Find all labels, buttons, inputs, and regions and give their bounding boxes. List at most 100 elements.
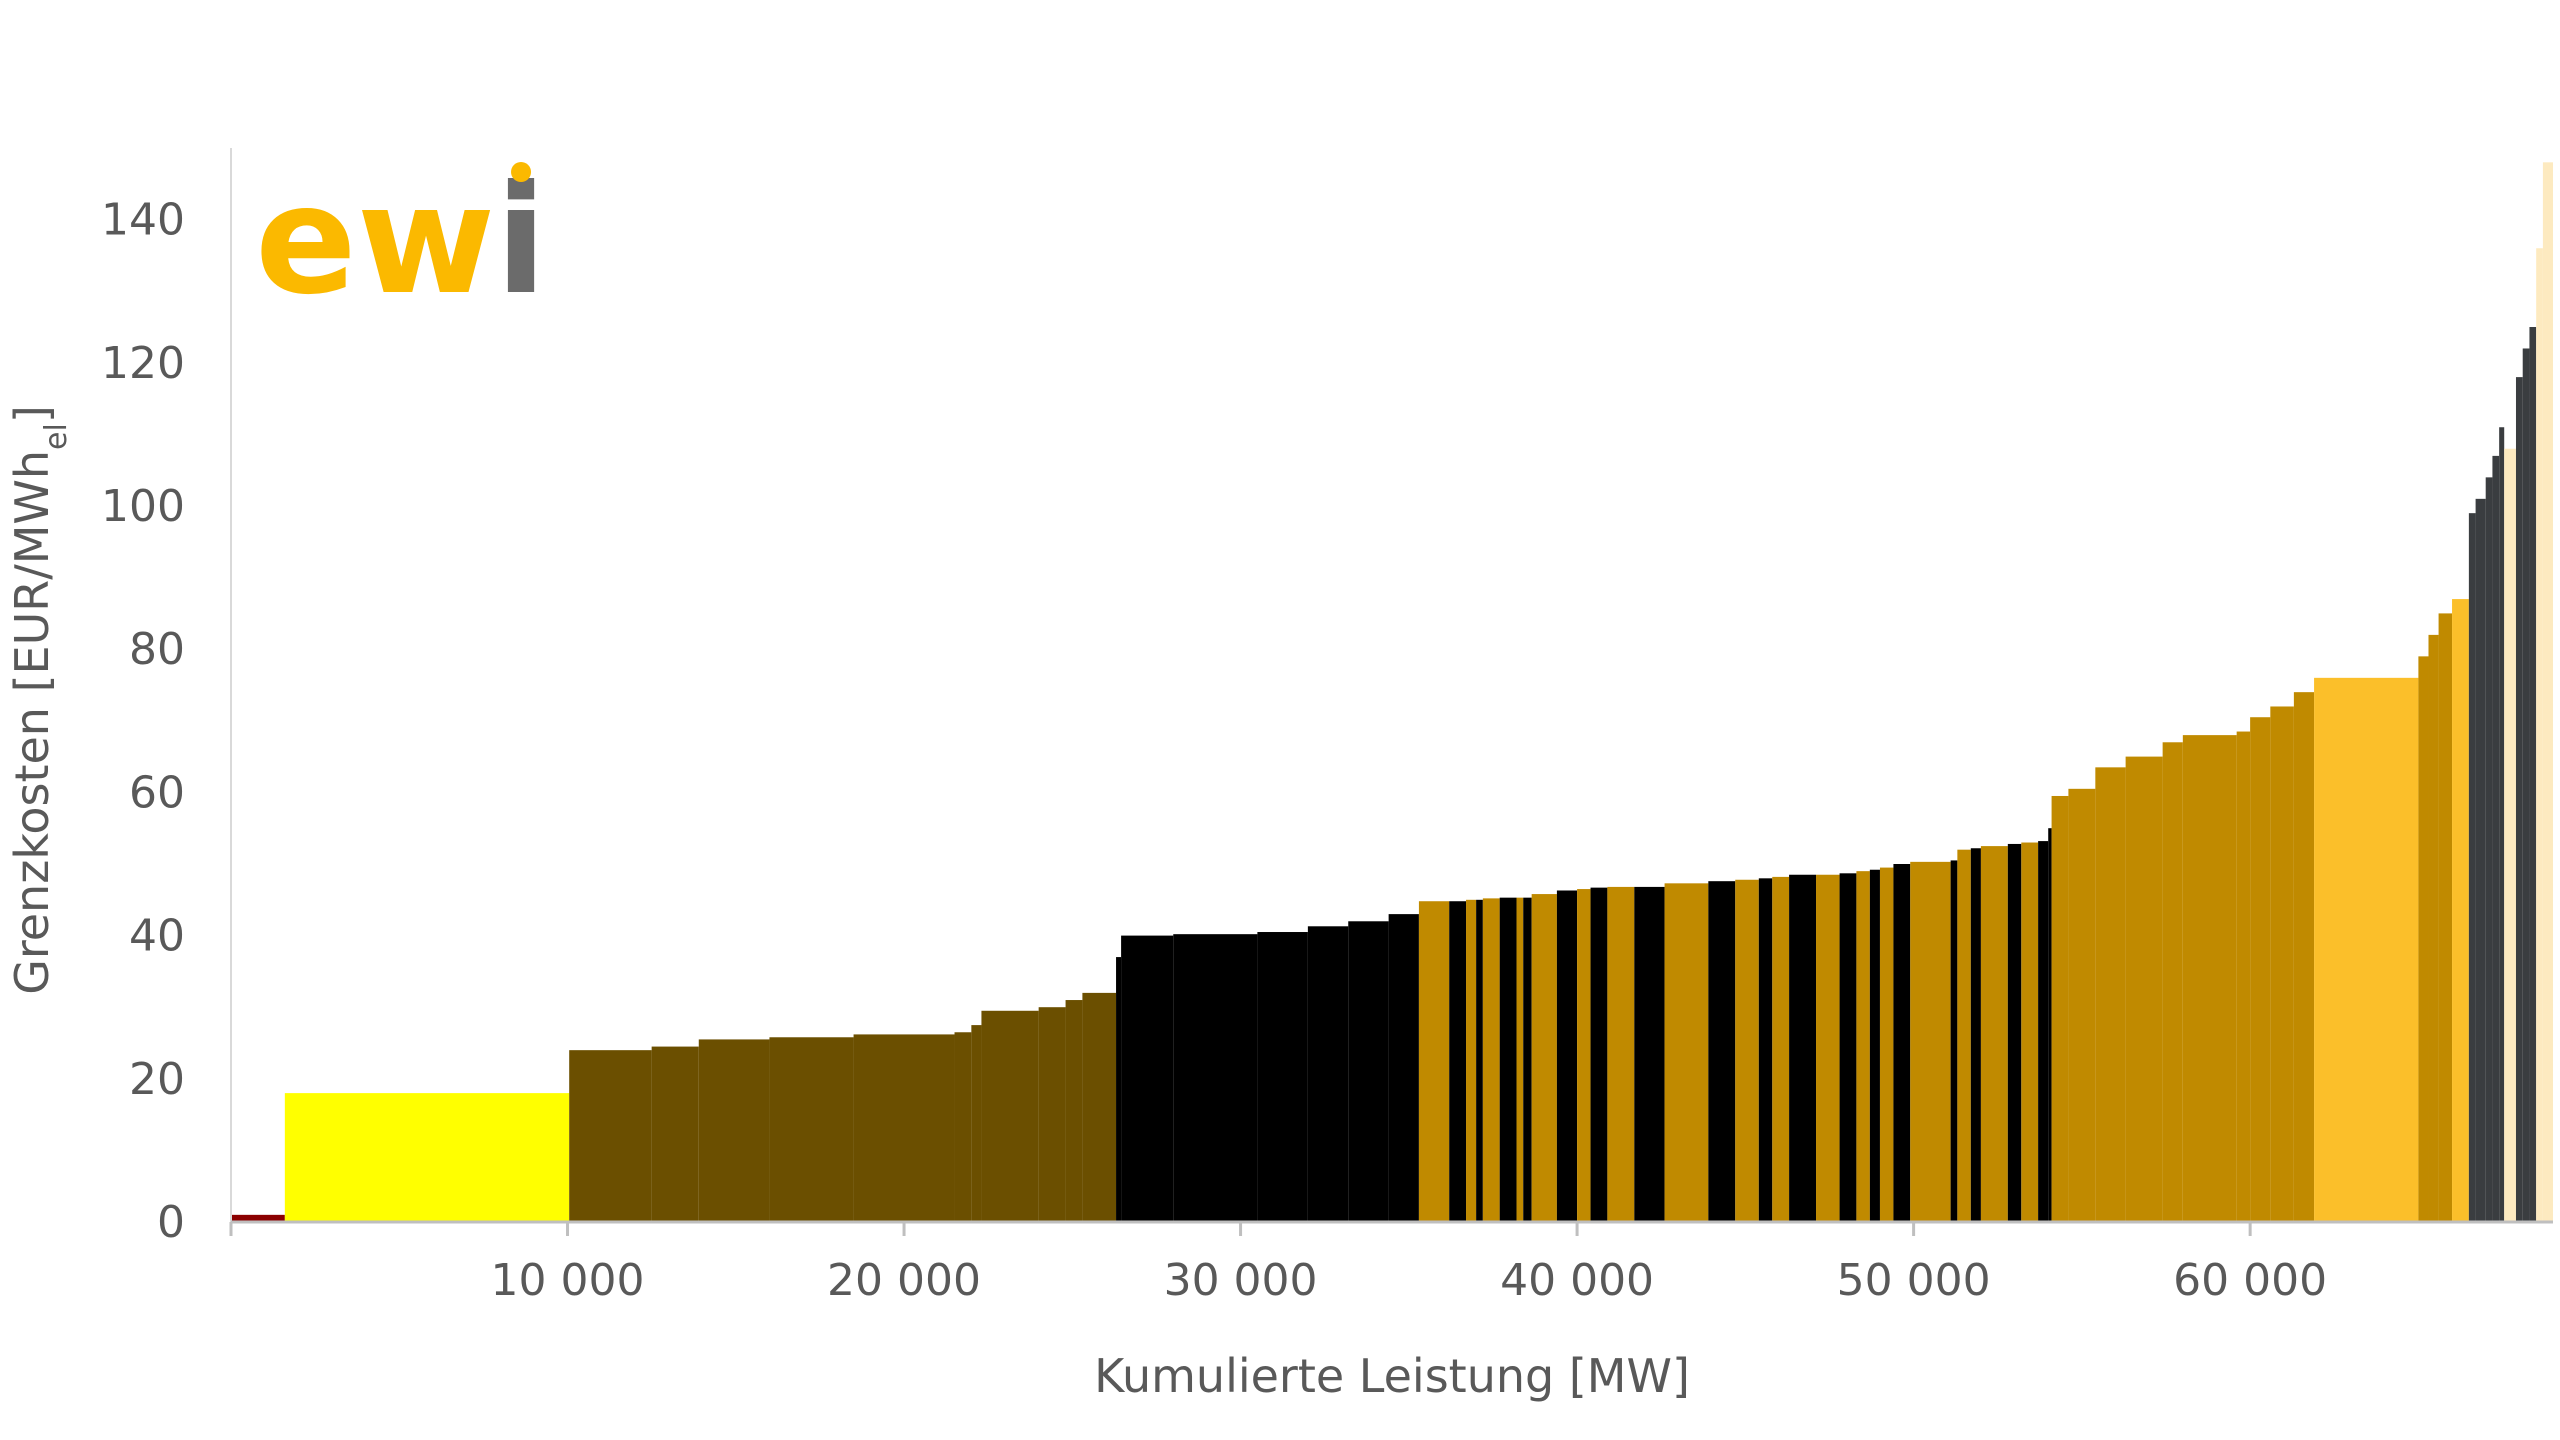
merit-order-block-15 (1173, 934, 1258, 1222)
merit-order-block-33 (1634, 886, 1665, 1222)
merit-order-block-42 (1856, 871, 1870, 1222)
ewi-logo-text: ewi (255, 154, 547, 328)
merit-order-block-13 (1116, 957, 1122, 1222)
merit-order-block-6 (853, 1034, 955, 1222)
bars-layer (231, 162, 2553, 1223)
merit-order-block-45 (1893, 864, 1911, 1222)
merit-order-block-32 (1607, 886, 1635, 1222)
merit-order-block-63 (2270, 706, 2294, 1222)
merit-order-block-59 (2162, 742, 2183, 1222)
merit-order-block-4 (698, 1039, 770, 1222)
merit-order-block-65 (2314, 677, 2419, 1222)
x-tick-label-1: 20 000 (827, 1255, 981, 1306)
merit-order-block-17 (1307, 926, 1349, 1222)
merit-order-block-27 (1523, 897, 1532, 1222)
merit-order-block-7 (954, 1032, 972, 1222)
merit-order-block-40 (1816, 874, 1840, 1222)
merit-order-block-1 (284, 1093, 570, 1222)
y-tick-label-3: 60 (129, 767, 185, 818)
y-tick-label-2: 40 (129, 911, 185, 962)
merit-order-block-24 (1482, 898, 1500, 1222)
merit-order-block-2 (569, 1050, 652, 1222)
merit-order-block-10 (1038, 1007, 1066, 1222)
merit-order-block-48 (1957, 849, 1971, 1222)
merit-order-block-46 (1910, 861, 1951, 1222)
merit-order-block-14 (1121, 935, 1174, 1222)
merit-order-block-34 (1664, 883, 1709, 1222)
merit-order-block-21 (1449, 901, 1467, 1222)
merit-order-block-26 (1516, 897, 1524, 1222)
merit-order-block-8 (971, 1025, 982, 1222)
merit-order-block-19 (1388, 914, 1419, 1222)
merit-order-block-37 (1758, 878, 1773, 1222)
merit-order-block-12 (1082, 992, 1117, 1222)
merit-order-block-50 (1980, 846, 2008, 1222)
merit-order-block-36 (1735, 879, 1759, 1222)
merit-order-block-54 (2048, 828, 2052, 1222)
merit-order-block-11 (1065, 1000, 1083, 1222)
merit-order-block-57 (2095, 767, 2126, 1222)
y-tick-label-6: 120 (101, 338, 185, 389)
ewi-logo-letter-i: i (495, 154, 546, 328)
merit-order-block-25 (1499, 897, 1517, 1222)
merit-order-block-73 (2492, 455, 2500, 1222)
merit-order-block-64 (2293, 692, 2315, 1222)
y-axis-title: Grenzkosten [EUR/MWhel] (5, 405, 74, 995)
axes-layer (230, 148, 2553, 1224)
ticks-layer: 0 20 40 60 80 100 120 140 10 000 20 000 30 000 40 0… (101, 195, 2327, 1306)
x-tick-label-2: 30 000 (1164, 1255, 1318, 1306)
y-tick-label-4: 80 (129, 624, 185, 675)
x-tick-label-4: 50 000 (1837, 1255, 1991, 1306)
merit-order-block-77 (2522, 348, 2530, 1223)
ewi-logo-dot (511, 162, 532, 182)
merit-order-block-31 (1590, 887, 1608, 1222)
merit-order-block-41 (1839, 873, 1857, 1222)
merit-order-block-39 (1789, 874, 1817, 1222)
merit-order-block-29 (1556, 890, 1578, 1222)
merit-order-block-30 (1577, 889, 1591, 1222)
merit-order-block-58 (2125, 756, 2163, 1222)
merit-order-block-43 (1869, 869, 1880, 1222)
y-tick-label-1: 20 (129, 1054, 185, 1105)
merit-order-block-61 (2236, 731, 2251, 1222)
merit-order-block-53 (2038, 841, 2049, 1222)
merit-order-block-47 (1950, 860, 1958, 1222)
merit-order-block-78 (2529, 327, 2537, 1222)
y-tick-label-0: 0 (157, 1197, 185, 1248)
ewi-logo: ewi (255, 154, 547, 328)
y-axis-title-subscript: el (39, 423, 74, 450)
merit-order-block-16 (1257, 932, 1308, 1222)
merit-order-block-71 (2475, 498, 2486, 1223)
merit-order-block-75 (2504, 448, 2516, 1223)
merit-order-block-72 (2485, 477, 2493, 1222)
merit-order-block-5 (769, 1037, 854, 1222)
merit-order-block-9 (981, 1010, 1039, 1222)
merit-order-block-23 (1476, 899, 1483, 1222)
merit-order-block-0 (231, 1214, 285, 1222)
merit-order-block-67 (2428, 634, 2439, 1222)
merit-order-block-35 (1708, 881, 1736, 1222)
merit-order-block-18 (1348, 921, 1389, 1222)
merit-order-block-66 (2418, 656, 2429, 1222)
merit-order-block-80 (2542, 162, 2553, 1222)
merit-order-block-68 (2438, 613, 2453, 1222)
merit-order-block-55 (2051, 795, 2069, 1222)
merit-order-block-69 (2452, 599, 2469, 1222)
merit-order-block-74 (2499, 427, 2505, 1222)
merit-order-block-60 (2182, 735, 2237, 1222)
y-axis-title-main: Grenzkosten [EUR/MWh (5, 450, 59, 995)
y-tick-label-5: 100 (101, 481, 185, 532)
merit-order-block-22 (1466, 899, 1477, 1222)
merit-order-block-49 (1970, 848, 1981, 1222)
merit-order-block-3 (651, 1046, 699, 1222)
merit-order-block-79 (2536, 248, 2543, 1223)
merit-order-block-44 (1879, 867, 1894, 1222)
merit-order-block-51 (2007, 843, 2022, 1222)
merit-order-block-38 (1772, 876, 1790, 1222)
merit-order-block-62 (2250, 717, 2271, 1222)
ewi-logo-letters: ew (255, 154, 495, 328)
merit-order-block-70 (2468, 513, 2476, 1222)
x-tick-label-3: 40 000 (1500, 1255, 1654, 1306)
x-axis-title: Kumulierte Leistung [MW] (1094, 1349, 1690, 1403)
